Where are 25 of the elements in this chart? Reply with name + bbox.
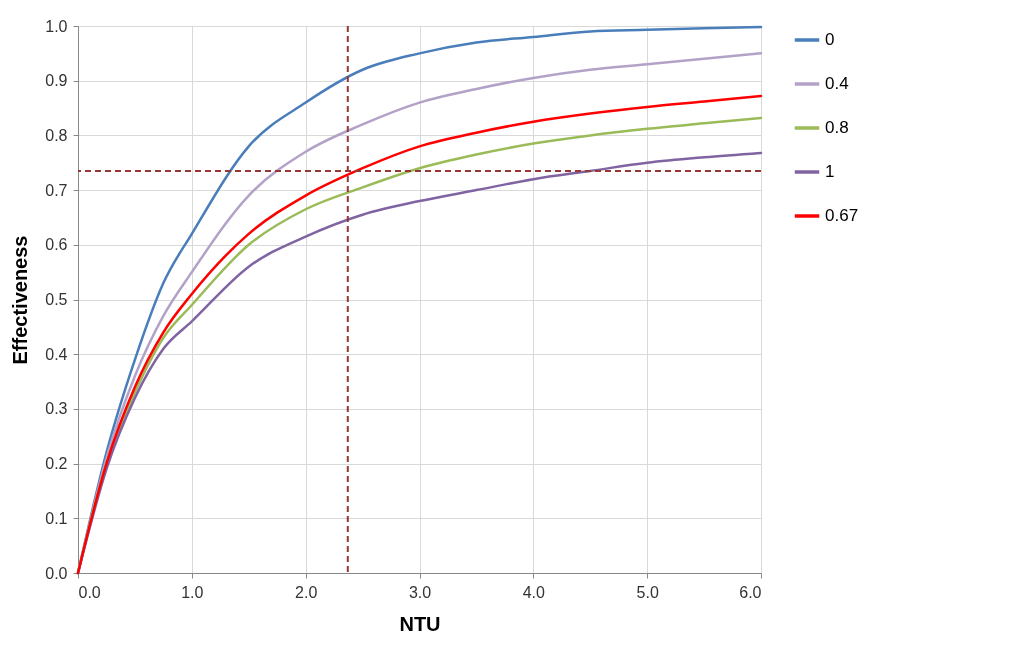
legend-label: 1 — [825, 162, 835, 181]
y-tick-label: 0.9 — [45, 72, 68, 90]
y-tick-label: 0.4 — [45, 345, 68, 363]
y-tick-label: 0.5 — [45, 291, 68, 308]
y-tick-label: 0.3 — [45, 400, 68, 418]
x-tick-label: 0.0 — [78, 583, 101, 601]
y-tick-label: 0.1 — [45, 509, 68, 527]
y-tick-label: 0.8 — [45, 126, 68, 144]
y-tick-label: 0.2 — [45, 455, 68, 473]
y-tick-label: 0.0 — [45, 564, 68, 582]
x-tick-label: 5.0 — [636, 583, 659, 601]
legend-label: 0 — [825, 30, 835, 49]
y-tick-label: 0.7 — [45, 181, 68, 199]
legend-label: 0.4 — [825, 74, 849, 93]
legend-label: 0.67 — [825, 206, 859, 225]
x-tick-label: 2.0 — [295, 583, 318, 601]
legend-label: 0.8 — [825, 118, 849, 137]
x-tick-label: 1.0 — [181, 583, 204, 601]
x-axis-title: NTU — [399, 612, 441, 635]
y-tick-label: 0.6 — [45, 236, 68, 254]
x-tick-label: 3.0 — [408, 583, 432, 601]
y-tick-label: 1.0 — [45, 17, 68, 35]
x-tick-label: 4.0 — [522, 583, 546, 601]
x-tick-label: 6.0 — [739, 583, 762, 601]
y-axis-title: Effectiveness — [9, 235, 32, 365]
